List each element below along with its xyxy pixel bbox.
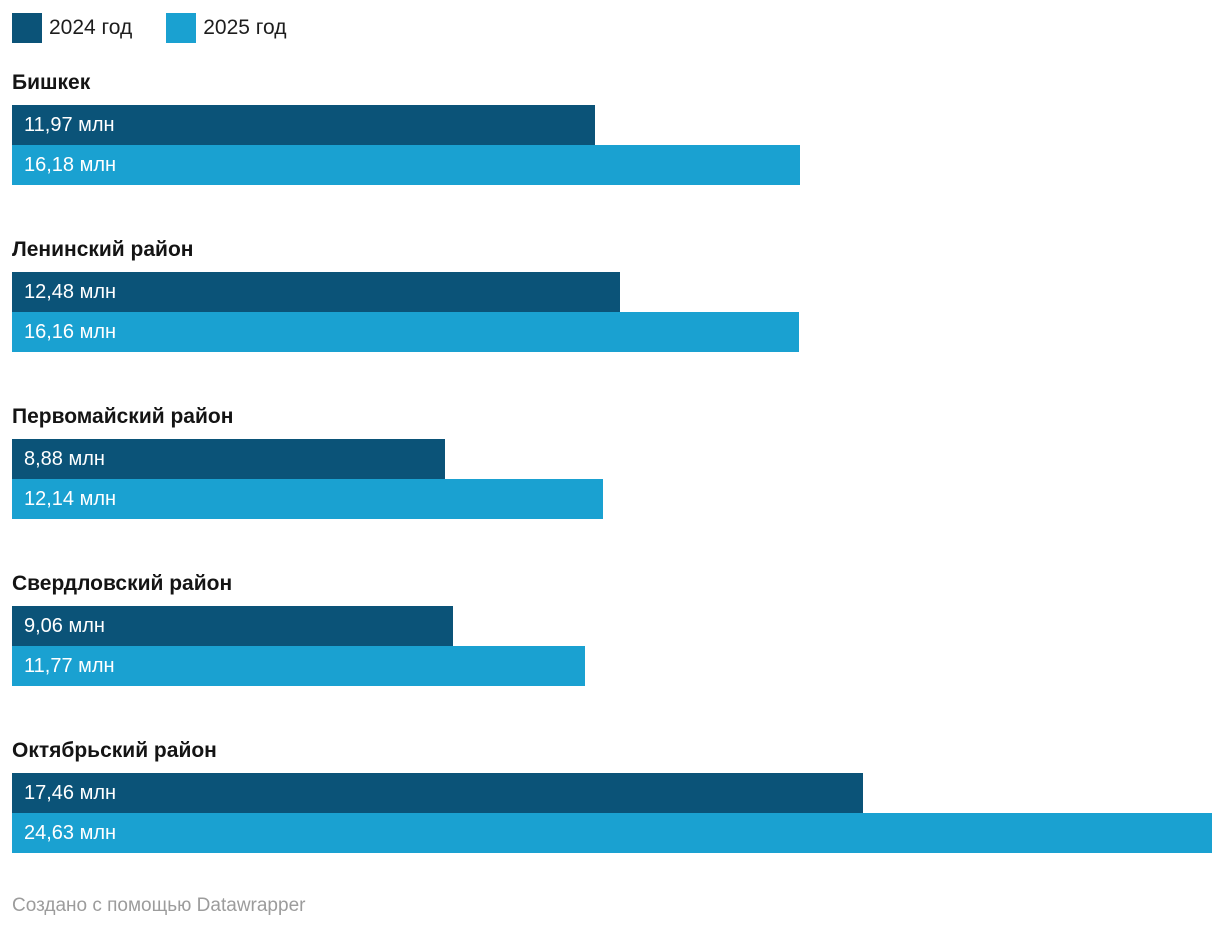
category-label: Свердловский район (12, 572, 233, 595)
bar-group: Свердловский район 9,06 млн 11,77 млн (12, 571, 1212, 686)
category-label: Бишкек (12, 71, 91, 94)
legend-item-2024: 2024 год (12, 13, 132, 43)
bar-value-label: 9,06 млн (24, 614, 105, 637)
bar-2024: 17,46 млн (12, 773, 863, 813)
legend-label-2025: 2025 год (203, 16, 287, 39)
legend-swatch-2025 (166, 13, 197, 43)
bar-2024: 11,97 млн (12, 105, 596, 145)
bar-value-label: 11,97 млн (24, 113, 115, 136)
attribution-text: Создано с помощью Datawrapper (12, 895, 306, 916)
bar-2024: 8,88 млн (12, 439, 445, 479)
bar-2024: 12,48 млн (12, 272, 621, 312)
bar-2025: 16,16 млн (12, 312, 800, 352)
legend-item-2025: 2025 год (166, 13, 286, 43)
category-label: Ленинский район (12, 238, 194, 261)
bar-2025: 11,77 млн (12, 646, 586, 686)
category-label: Первомайский район (12, 405, 234, 428)
chart-groups: Бишкек 11,97 млн 16,18 млн Ленинский район 1… (12, 70, 1212, 853)
legend-swatch-2024 (12, 13, 42, 43)
category-label: Октябрьский район (12, 739, 217, 762)
bar-value-label: 24,63 млн (24, 821, 117, 844)
bar-group: Октябрьский район 17,46 млн 24,63 млн (12, 738, 1212, 853)
bar-value-label: 12,48 млн (24, 280, 117, 303)
bar-2025: 16,18 млн (12, 145, 801, 185)
bar-2024: 9,06 млн (12, 606, 454, 646)
bar-group: Ленинский район 12,48 млн 16,16 млн (12, 237, 1212, 352)
bar-value-label: 11,77 млн (24, 654, 115, 677)
bar-2025: 12,14 млн (12, 479, 604, 519)
bar-group: Бишкек 11,97 млн 16,18 млн (12, 70, 1212, 185)
bar-value-label: 8,88 млн (24, 447, 105, 470)
bar-2025: 24,63 млн (12, 813, 1212, 853)
bar-value-label: 12,14 млн (24, 487, 117, 510)
bar-value-label: 17,46 млн (24, 781, 117, 804)
legend: 2024 год 2025 год (12, 13, 1212, 43)
bar-value-label: 16,18 млн (24, 153, 117, 176)
bar-group: Первомайский район 8,88 млн 12,14 млн (12, 404, 1212, 519)
legend-label-2024: 2024 год (49, 16, 133, 39)
bar-value-label: 16,16 млн (24, 320, 117, 343)
